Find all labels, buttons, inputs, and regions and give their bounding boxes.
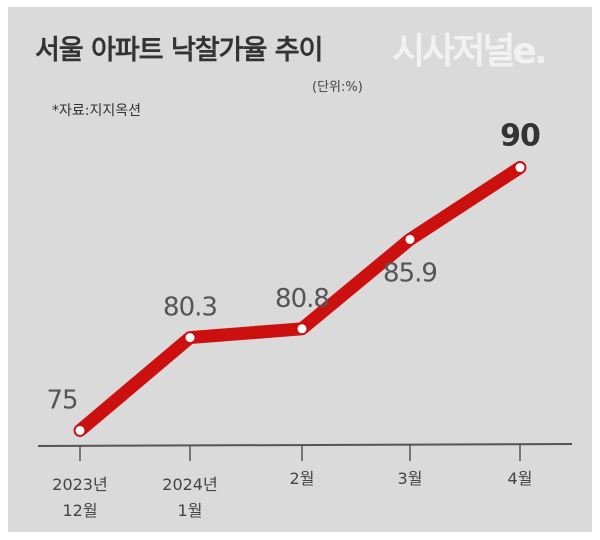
data-point [185, 333, 195, 343]
data-point [405, 234, 415, 244]
data-label: 75 [46, 385, 77, 415]
data-label: 85.9 [383, 258, 437, 288]
data-label: 80.8 [275, 284, 329, 314]
x-tick-label: 12월 [62, 501, 97, 520]
watermark-logo: 시사저널e. [392, 31, 548, 72]
x-tick-label: 1월 [178, 501, 203, 520]
x-tick-label: 3월 [398, 469, 423, 488]
data-label: 90 [500, 119, 540, 154]
data-label: 80.3 [163, 293, 217, 323]
x-tick-label: 2024년 [162, 475, 217, 494]
x-tick-label: 4월 [508, 469, 533, 488]
data-point [75, 425, 85, 435]
data-point [515, 163, 525, 173]
unit-note: (단위:%) [312, 80, 363, 95]
x-tick-label: 2월 [290, 469, 315, 488]
data-point [297, 324, 307, 334]
chart-title: 서울 아파트 낙찰가율 추이 [35, 35, 323, 66]
source-note: *자료:지지옥션 [52, 103, 141, 119]
x-axis [37, 443, 573, 447]
x-tick-label: 2023년 [52, 475, 107, 494]
